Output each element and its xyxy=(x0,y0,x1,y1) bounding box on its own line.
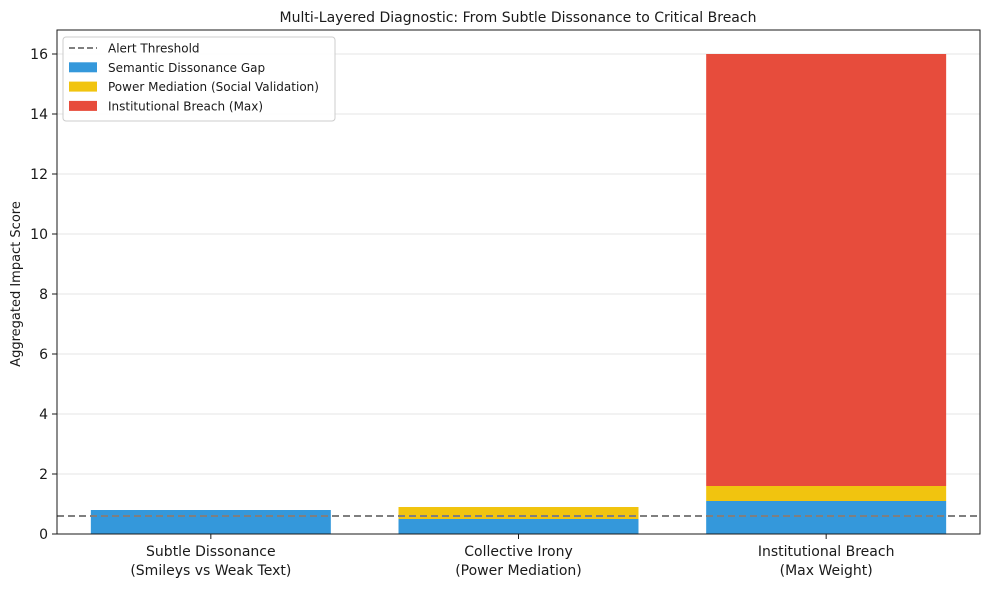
x-axis-ticks: Subtle Dissonance (Smileys vs Weak Text) C… xyxy=(130,534,894,579)
bar-segment xyxy=(90,510,331,534)
bar-segment xyxy=(706,501,947,534)
x-tick-label: Subtle Dissonance xyxy=(146,544,276,560)
x-tick-label: Institutional Breach xyxy=(758,544,895,560)
bar-segment xyxy=(398,519,639,534)
y-tick-label: 16 xyxy=(30,47,48,63)
bar-segment xyxy=(706,486,947,501)
legend-swatch xyxy=(69,100,97,111)
y-tick-label: 14 xyxy=(30,107,48,123)
y-tick-label: 0 xyxy=(39,527,48,543)
legend-label: Power Mediation (Social Validation) xyxy=(108,80,319,94)
y-axis-ticks: 0 2 4 6 8 10 12 14 16 xyxy=(30,47,57,543)
legend-label: Alert Threshold xyxy=(108,42,200,56)
legend-box xyxy=(62,36,336,122)
y-tick-label: 8 xyxy=(39,287,48,303)
bar-segment xyxy=(706,54,947,486)
legend-label: Semantic Dissonance Gap xyxy=(108,61,265,75)
legend-label: Institutional Breach (Max) xyxy=(108,99,263,113)
y-tick-label: 2 xyxy=(39,467,48,483)
chart-title: Multi-Layered Diagnostic: From Subtle Di… xyxy=(280,10,757,26)
bar-segment xyxy=(398,507,639,519)
y-tick-label: 12 xyxy=(30,167,48,183)
x-tick-label: (Smileys vs Weak Text) xyxy=(130,563,291,579)
y-tick-label: 4 xyxy=(39,407,48,423)
y-axis-label: Aggregated Impact Score xyxy=(9,201,24,367)
x-tick-label: (Power Mediation) xyxy=(455,563,582,579)
x-tick-label: (Max Weight) xyxy=(780,563,873,579)
y-tick-label: 6 xyxy=(39,347,48,363)
y-tick-label: 10 xyxy=(30,227,48,243)
legend-swatch xyxy=(69,81,97,92)
legend: Alert Threshold Semantic Dissonance Gap Po… xyxy=(62,36,336,122)
x-tick-label: Collective Irony xyxy=(464,544,572,560)
legend-swatch xyxy=(69,62,97,73)
